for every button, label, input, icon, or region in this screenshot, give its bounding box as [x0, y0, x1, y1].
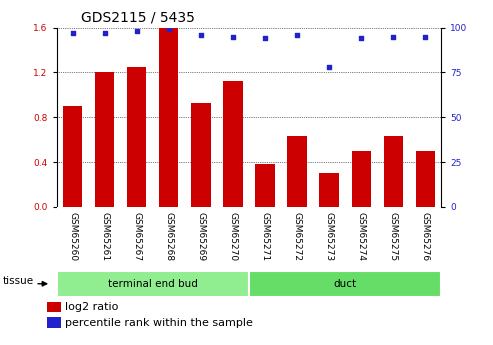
- Text: log2 ratio: log2 ratio: [65, 302, 118, 312]
- Point: [229, 34, 237, 39]
- Point: [357, 36, 365, 41]
- Bar: [223, 81, 243, 207]
- Bar: [47, 317, 61, 328]
- Point: [133, 28, 141, 34]
- Bar: [249, 271, 441, 297]
- Bar: [95, 72, 114, 207]
- Point: [421, 34, 429, 39]
- Bar: [127, 67, 146, 207]
- Text: GSM65267: GSM65267: [132, 212, 141, 261]
- Text: percentile rank within the sample: percentile rank within the sample: [65, 318, 252, 327]
- Text: GSM65270: GSM65270: [228, 212, 238, 261]
- Bar: [319, 173, 339, 207]
- Text: GSM65268: GSM65268: [164, 212, 174, 261]
- Point: [261, 36, 269, 41]
- Bar: [416, 151, 435, 207]
- Point: [69, 30, 77, 36]
- Point: [165, 27, 173, 32]
- Text: GDS2115 / 5435: GDS2115 / 5435: [81, 10, 195, 24]
- Point: [325, 64, 333, 70]
- Text: GSM65271: GSM65271: [260, 212, 270, 261]
- Text: GSM65275: GSM65275: [388, 212, 398, 261]
- Text: GSM65260: GSM65260: [68, 212, 77, 261]
- Bar: [57, 271, 249, 297]
- Text: GSM65261: GSM65261: [100, 212, 109, 261]
- Text: GSM65276: GSM65276: [421, 212, 430, 261]
- Bar: [384, 136, 403, 207]
- Bar: [191, 103, 211, 207]
- Point: [389, 34, 397, 39]
- Bar: [255, 164, 275, 207]
- Text: GSM65272: GSM65272: [292, 212, 302, 261]
- Text: tissue: tissue: [3, 276, 34, 286]
- Point: [293, 32, 301, 38]
- Point: [197, 32, 205, 38]
- Bar: [63, 106, 82, 207]
- Text: GSM65269: GSM65269: [196, 212, 206, 261]
- Text: terminal end bud: terminal end bud: [108, 279, 198, 289]
- Bar: [159, 28, 178, 207]
- Text: GSM65274: GSM65274: [356, 212, 366, 261]
- Point: [101, 30, 108, 36]
- Bar: [352, 151, 371, 207]
- Bar: [287, 136, 307, 207]
- Text: GSM65273: GSM65273: [324, 212, 334, 261]
- Bar: [47, 302, 61, 312]
- Text: duct: duct: [334, 279, 356, 289]
